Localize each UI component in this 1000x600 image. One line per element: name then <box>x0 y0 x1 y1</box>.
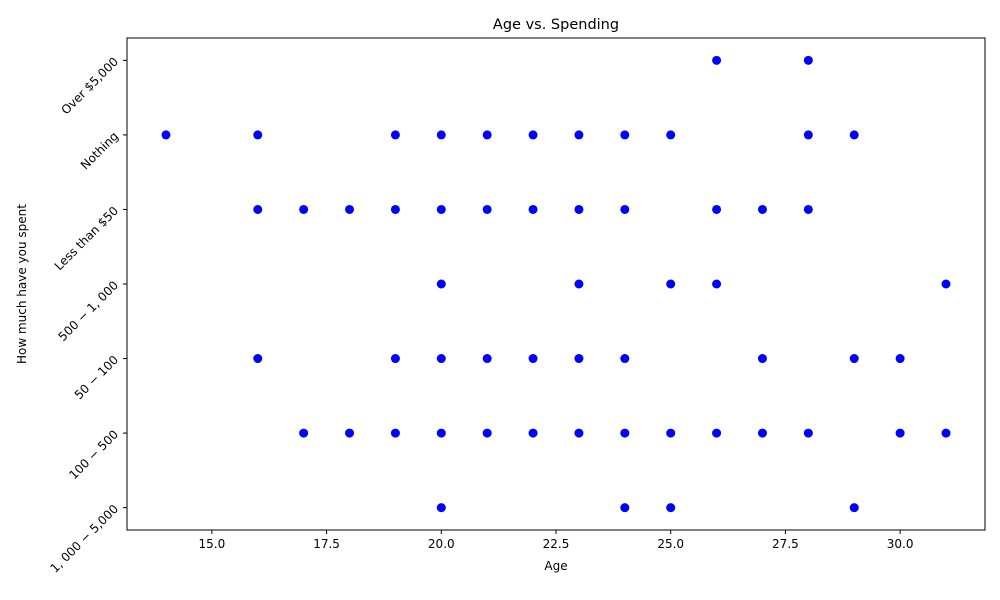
scatter-point <box>436 130 446 140</box>
scatter-point <box>895 354 905 364</box>
scatter-point <box>253 204 263 214</box>
x-axis-label: Age <box>544 559 567 573</box>
scatter-point <box>803 130 813 140</box>
plot-frame <box>126 37 986 531</box>
scatter-point <box>574 130 584 140</box>
scatter-point <box>299 428 309 438</box>
scatter-point <box>803 428 813 438</box>
y-tick-label: Over $5,000 <box>58 55 121 118</box>
scatter-point <box>849 503 859 513</box>
scatter-point <box>390 354 400 364</box>
scatter-point <box>712 428 722 438</box>
scatter-point <box>757 354 767 364</box>
y-tick-label: 500 − 1, 000 <box>56 278 122 344</box>
scatter-point <box>574 428 584 438</box>
scatter-point <box>436 428 446 438</box>
scatter-point <box>345 204 355 214</box>
scatter-point <box>528 428 538 438</box>
x-tick-label: 15.0 <box>199 537 226 551</box>
y-axis-label: How much have you spent <box>15 204 29 364</box>
x-tick-label: 22.5 <box>543 537 570 551</box>
scatter-point <box>620 354 630 364</box>
y-tick-label: 100 − 500 <box>66 427 121 482</box>
scatter-point <box>436 279 446 289</box>
x-tick-label: 17.5 <box>313 537 340 551</box>
scatter-point <box>757 428 767 438</box>
y-tick-label: Nothing <box>78 129 121 172</box>
scatter-point <box>528 204 538 214</box>
scatter-point <box>390 204 400 214</box>
scatter-point <box>482 204 492 214</box>
y-tick-label: Less than $50 <box>52 204 121 273</box>
scatter-point <box>666 130 676 140</box>
y-tick-label: 50 − 100 <box>72 353 121 402</box>
scatter-point <box>849 354 859 364</box>
scatter-point <box>803 204 813 214</box>
scatter-point <box>712 55 722 65</box>
scatter-point <box>574 354 584 364</box>
scatter-point <box>161 130 171 140</box>
scatter-point <box>666 428 676 438</box>
chart-title: Age vs. Spending <box>493 17 619 33</box>
scatter-point <box>941 428 951 438</box>
x-axis: 15.0 17.5 20.0 22.5 25.0 27.5 30.0 <box>199 530 914 551</box>
scatter-point <box>528 354 538 364</box>
scatter-point <box>712 204 722 214</box>
scatter-point <box>712 279 722 289</box>
x-tick-label: 27.5 <box>772 537 799 551</box>
scatter-point <box>436 204 446 214</box>
scatter-point <box>620 503 630 513</box>
scatter-point <box>390 428 400 438</box>
scatter-point <box>299 204 309 214</box>
scatter-point <box>253 354 263 364</box>
scatter-point <box>528 130 538 140</box>
scatter-point <box>666 503 676 513</box>
scatter-point <box>436 354 446 364</box>
scatter-point <box>436 503 446 513</box>
scatter-point <box>620 204 630 214</box>
scatter-point <box>574 279 584 289</box>
x-tick-label: 30.0 <box>887 537 914 551</box>
x-tick-label: 20.0 <box>428 537 455 551</box>
scatter-point <box>666 279 676 289</box>
scatter-point <box>574 204 584 214</box>
scatter-point <box>390 130 400 140</box>
scatter-point <box>482 428 492 438</box>
scatter-point <box>803 55 813 65</box>
scatter-point <box>849 130 859 140</box>
scatter-point <box>253 130 263 140</box>
scatter-point <box>345 428 355 438</box>
y-tick-label: 1, 000 − 5,000 <box>47 502 121 576</box>
scatter-point <box>757 204 767 214</box>
scatter-point <box>941 279 951 289</box>
y-axis: 1, 000 − 5,000 100 − 500 50 − 100 500 − 1, … <box>47 55 127 576</box>
x-tick-label: 25.0 <box>657 537 684 551</box>
scatter-point <box>895 428 905 438</box>
plot-area <box>161 55 951 513</box>
scatter-point <box>482 354 492 364</box>
scatter-point <box>482 130 492 140</box>
scatter-point <box>620 130 630 140</box>
scatter-point <box>620 428 630 438</box>
